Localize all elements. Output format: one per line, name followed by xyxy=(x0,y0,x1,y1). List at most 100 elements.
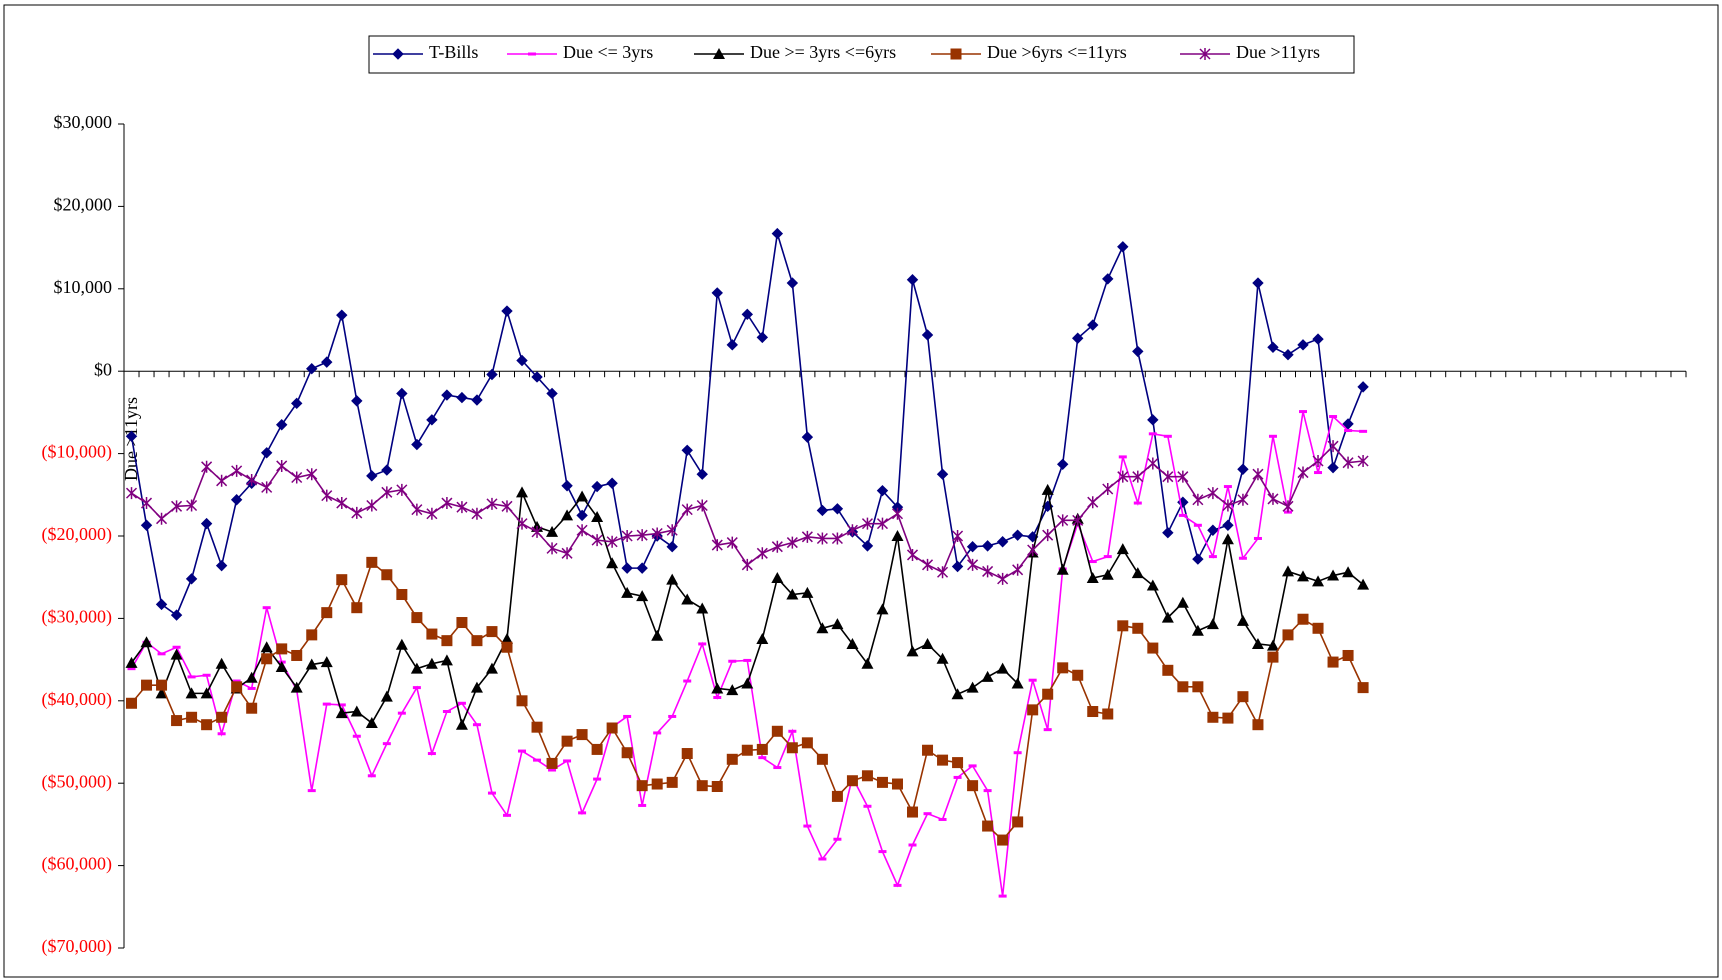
data-point xyxy=(276,643,288,655)
data-point xyxy=(1327,461,1339,474)
data-point xyxy=(321,489,333,502)
data-point xyxy=(426,414,438,426)
data-point xyxy=(216,711,228,723)
data-point xyxy=(140,519,153,531)
data-point xyxy=(291,471,303,484)
data-point xyxy=(952,530,964,542)
data-point xyxy=(516,517,528,530)
data-point xyxy=(501,641,513,653)
data-point xyxy=(486,497,498,510)
data-point xyxy=(216,474,228,487)
data-point xyxy=(921,637,934,649)
data-point xyxy=(1312,455,1324,468)
data-point xyxy=(967,780,979,792)
data-point xyxy=(846,637,859,649)
data-point xyxy=(320,656,333,668)
y-tick-label: ($60,000) xyxy=(42,854,113,875)
data-point xyxy=(576,729,588,741)
data-point xyxy=(681,748,693,760)
data-point xyxy=(606,722,618,734)
data-point xyxy=(711,780,723,792)
data-point xyxy=(576,524,588,537)
data-point xyxy=(485,662,498,674)
data-point xyxy=(336,574,348,586)
data-point xyxy=(1207,524,1219,536)
data-point xyxy=(1282,500,1294,513)
data-point xyxy=(455,718,468,730)
data-point xyxy=(1297,466,1309,479)
data-point xyxy=(425,657,438,669)
data-point xyxy=(1192,493,1204,506)
data-point xyxy=(306,629,318,641)
data-point xyxy=(1177,470,1189,483)
data-point xyxy=(381,486,393,499)
data-point xyxy=(1057,514,1069,527)
data-point xyxy=(726,536,738,549)
data-point xyxy=(861,770,873,782)
data-point xyxy=(261,653,273,665)
data-point xyxy=(636,590,649,602)
data-point xyxy=(982,565,994,578)
legend-marker xyxy=(950,48,962,60)
data-point xyxy=(531,525,543,538)
data-point xyxy=(771,227,784,240)
data-point xyxy=(276,459,288,472)
data-point xyxy=(201,719,213,731)
data-point xyxy=(1281,565,1294,577)
data-point xyxy=(741,677,754,689)
data-point xyxy=(1251,637,1264,649)
data-point xyxy=(696,468,708,480)
data-point xyxy=(561,735,573,747)
data-point xyxy=(981,670,994,682)
data-point xyxy=(711,287,723,299)
data-point xyxy=(1087,706,1099,718)
data-point xyxy=(185,687,198,699)
data-point xyxy=(336,309,348,321)
data-point xyxy=(201,460,213,473)
data-point xyxy=(1327,569,1340,581)
data-point xyxy=(305,658,318,670)
data-point xyxy=(531,371,543,383)
y-tick-label: ($50,000) xyxy=(42,771,113,792)
data-point xyxy=(231,464,243,477)
data-point xyxy=(336,497,348,510)
data-point xyxy=(561,547,573,560)
data-point xyxy=(786,742,798,754)
data-point xyxy=(351,506,363,519)
data-point xyxy=(171,500,183,513)
data-point xyxy=(156,512,168,525)
data-point xyxy=(1252,468,1264,481)
data-point xyxy=(1297,613,1309,625)
data-point xyxy=(876,776,888,788)
data-point xyxy=(321,356,333,368)
data-point xyxy=(922,744,934,756)
data-point xyxy=(561,480,573,492)
data-point xyxy=(756,743,768,755)
data-point xyxy=(906,274,919,286)
data-point xyxy=(741,308,754,321)
data-point xyxy=(831,790,843,802)
data-point xyxy=(1116,543,1129,555)
data-point xyxy=(396,387,408,400)
data-point xyxy=(1357,578,1370,590)
data-point xyxy=(1132,345,1144,358)
data-point xyxy=(831,618,844,630)
data-point xyxy=(997,572,1009,585)
data-point xyxy=(1342,649,1354,661)
data-point xyxy=(140,497,153,510)
data-point xyxy=(1312,333,1324,345)
data-point xyxy=(1267,651,1279,663)
y-tick-label: $30,000 xyxy=(54,112,113,132)
data-point xyxy=(200,517,213,530)
data-point xyxy=(306,363,318,375)
data-point xyxy=(1102,708,1114,720)
data-point xyxy=(1206,618,1219,630)
data-point xyxy=(1342,566,1355,578)
data-point xyxy=(966,541,979,553)
data-point xyxy=(396,589,408,601)
data-point xyxy=(1176,596,1189,608)
data-point xyxy=(576,490,589,502)
data-point xyxy=(275,661,288,673)
data-point xyxy=(756,547,768,560)
